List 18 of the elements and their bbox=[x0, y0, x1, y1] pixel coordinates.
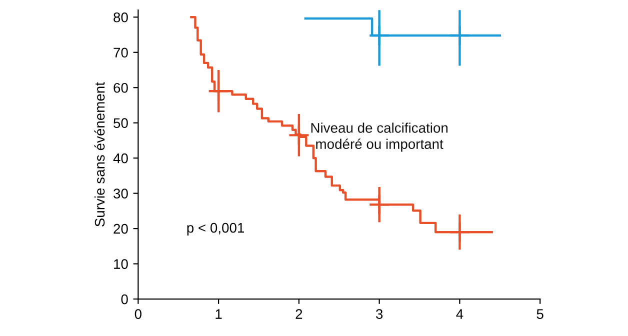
x-tick-label: 4 bbox=[456, 309, 464, 319]
y-tick-label: 40 bbox=[113, 153, 128, 164]
y-tick-label: 70 bbox=[114, 48, 128, 58]
x-tick-label: 5 bbox=[536, 309, 544, 319]
x-tick-label: 3 bbox=[376, 309, 383, 319]
y-tick-label: 50 bbox=[114, 118, 128, 128]
y-tick-label: 80 bbox=[114, 12, 128, 22]
y-tick-label: 60 bbox=[114, 82, 128, 93]
y-tick-label: 20 bbox=[114, 224, 128, 234]
y-tick-label: 10 bbox=[114, 259, 128, 269]
x-tick-label: 2 bbox=[296, 309, 302, 319]
annotation: p < 0,001 bbox=[187, 222, 244, 236]
x-tick-label: 1 bbox=[216, 309, 222, 319]
x-tick-label: 0 bbox=[134, 309, 142, 319]
series-label: Niveau de calcification modéré ou important bbox=[311, 122, 448, 152]
y-tick-label: 30 bbox=[114, 188, 128, 198]
y-tick-label: 0 bbox=[121, 294, 128, 304]
y-axis-title: Survie sans événement bbox=[94, 82, 105, 226]
